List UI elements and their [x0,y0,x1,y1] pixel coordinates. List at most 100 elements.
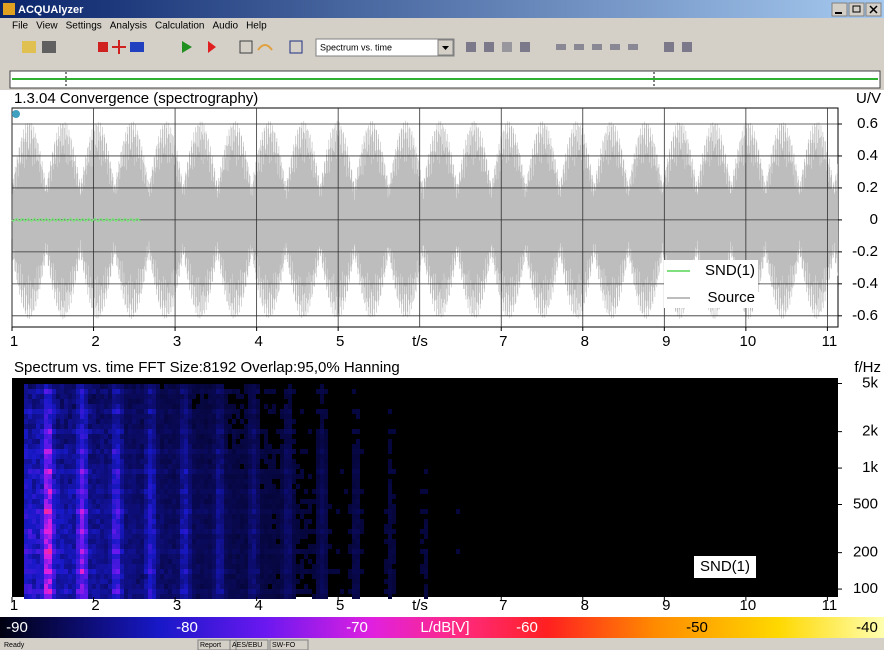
spectrogram-cell [64,524,68,529]
spectrogram-cell [40,594,44,599]
spectrogram-cell [184,579,188,584]
spectrogram-cell [36,474,40,479]
spectrogram-cell [48,484,52,489]
spectrogram-cell [248,574,252,579]
spectrogram-cell [76,404,80,409]
spectrogram-cell [32,569,36,574]
spectrogram-cell [84,479,88,484]
spectrogram-cell [232,594,236,599]
spectrogram-cell [76,484,80,489]
menu-item[interactable]: Audio [213,21,239,32]
spectrogram-cell [164,429,168,434]
spectrogram-cell [72,529,76,534]
menu-item[interactable]: Calculation [155,21,204,32]
spectrogram-cell [296,464,300,469]
minimize-button[interactable] [832,3,847,16]
spectrogram-cell [128,469,132,474]
spectrogram-cell [44,584,48,589]
spectrogram-cell [140,524,144,529]
spectrogram-cell [56,549,60,554]
spectrogram-cell [128,464,132,469]
spectrogram-cell [128,444,132,449]
spectrogram-cell [180,499,184,504]
spectrogram-cell [224,574,228,579]
spectrogram-cell [248,429,252,434]
spectrogram-cell [208,569,212,574]
open-button[interactable] [22,41,36,53]
spectrogram-cell [172,454,176,459]
spectrogram-cell [232,489,236,494]
spectrogram-cell [292,459,296,464]
settings-button[interactable] [42,41,56,53]
spectrogram-cell [108,589,112,594]
spectrogram-cell [80,494,84,499]
restore-button[interactable] [849,3,864,16]
label-button[interactable] [130,42,144,52]
spectrogram-cell [280,534,284,539]
spectrogram-cell [88,414,92,419]
spectrogram-cell [80,584,84,589]
spectrogram-cell [248,459,252,464]
spectrogram-cell [352,564,356,569]
spectrogram-cell [124,534,128,539]
spectrogram-cell [80,499,84,504]
spectrogram-cell [392,559,396,564]
menu-item[interactable]: Settings [66,21,102,32]
spectrogram-cell [28,389,32,394]
spectrogram-cell [320,439,324,444]
spectrogram-cell [144,529,148,534]
spectrogram-cell [108,584,112,589]
spectrogram-cell [224,579,228,584]
spectrogram-cell [40,574,44,579]
spectrogram-cell [172,504,176,509]
spectrogram-cell [132,594,136,599]
spectrogram-cell [184,489,188,494]
spectrogram-cell [92,514,96,519]
spectrogram-cell [100,424,104,429]
spectrogram-cell [72,494,76,499]
spectrogram-cell [24,584,28,589]
spectrogram-cell [256,514,260,519]
menu-item[interactable]: Help [246,21,267,32]
window-controls[interactable] [832,3,881,16]
spectrogram-cell [100,499,104,504]
spectrogram-cell [196,529,200,534]
spectrogram-cell [120,499,124,504]
spectrogram-cell [252,554,256,559]
spectrogram-cell [160,524,164,529]
spectrogram-cell [156,469,160,474]
spectrogram-cell [32,384,36,389]
menu-item[interactable]: File [12,21,29,32]
spectrogram-cell [352,534,356,539]
menu-item[interactable]: View [36,21,58,32]
menu-item[interactable]: Analysis [110,21,147,32]
spectrogram-cell [60,389,64,394]
spectrogram-cell [248,559,252,564]
spectrogram-cell [56,424,60,429]
spectrogram-cell [136,434,140,439]
spectrogram-cell [212,384,216,389]
spectrogram-cell [200,479,204,484]
spectrogram-cell [356,544,360,549]
spectrogram-cell [48,549,52,554]
spectrogram-cell [48,584,52,589]
spectrogram-cell [80,509,84,514]
spectrogram-cell [36,489,40,494]
spectrogram-cell [56,524,60,529]
spectrogram-cell [204,469,208,474]
spectrogram-cell [192,394,196,399]
spectrogram-cell [280,484,284,489]
spectrogram-cell [176,474,180,479]
spectrogram-cell [352,409,356,414]
spectrogram-cell [224,419,228,424]
spectrogram-cell [300,409,304,414]
stop-button[interactable] [98,42,108,52]
spectrogram-cell [192,454,196,459]
spectrogram-cell [56,434,60,439]
spectrogram-cell [192,534,196,539]
spectrogram-cell [120,439,124,444]
spectrogram-cell [184,504,188,509]
spectrogram-cell [272,484,276,489]
plot-handle[interactable] [12,110,20,118]
spectrogram-cell [116,429,120,434]
